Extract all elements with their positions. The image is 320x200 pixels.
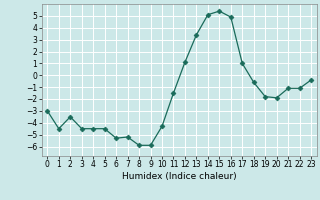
X-axis label: Humidex (Indice chaleur): Humidex (Indice chaleur) bbox=[122, 172, 236, 181]
